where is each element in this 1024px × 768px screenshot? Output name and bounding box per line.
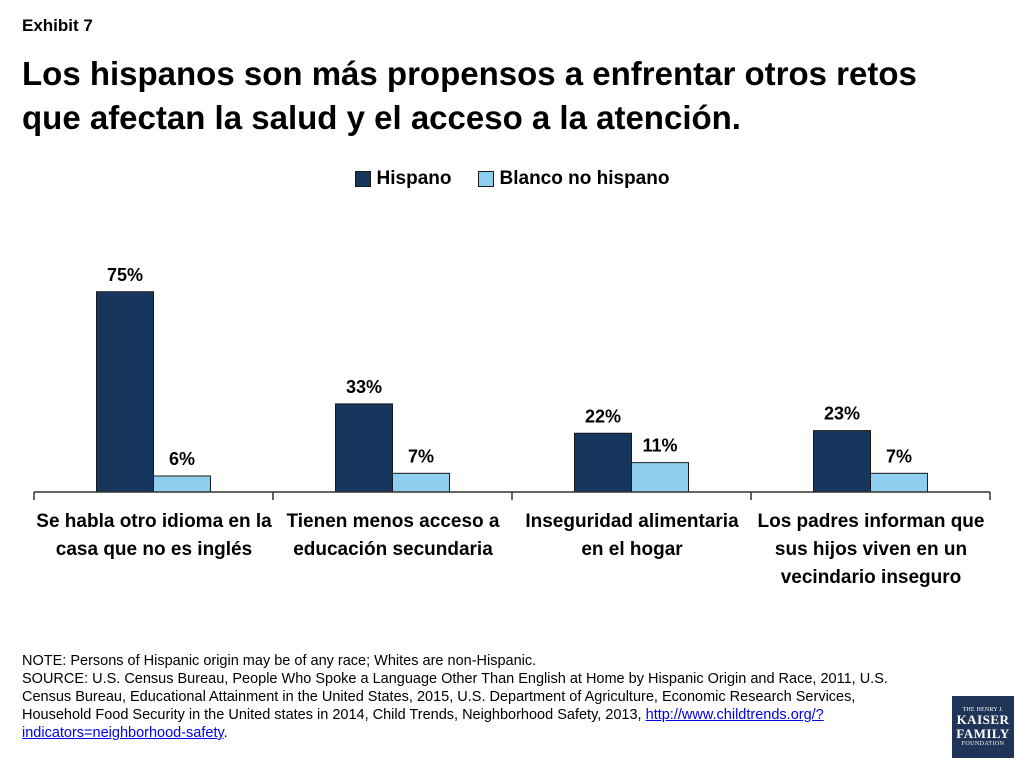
bar-chart: 75% 33% 22% 23% 6% 7% 11% 7% — [33, 265, 991, 500]
chart-title: Los hispanos son más propensos a enfrent… — [22, 55, 917, 136]
data-label-hispano-0: 75% — [107, 265, 143, 285]
logo-line-2b: FAMILY — [956, 726, 1010, 741]
legend-swatch-hispano — [354, 171, 371, 187]
data-label-hispano-3: 23% — [824, 404, 860, 424]
legend-label-blanco: Blanco no hispano — [499, 168, 670, 189]
bar-hispano-2 — [574, 432, 632, 493]
bar-blanco-3 — [870, 472, 928, 493]
bar-blanco-2 — [631, 462, 689, 493]
legend: Hispano Blanco no hispano — [0, 168, 1024, 190]
category-label-educacion: Tienen menos acceso a educación secundar… — [286, 511, 500, 560]
data-label-hispano-2: 22% — [585, 406, 621, 426]
bar-hispano-3 — [813, 430, 871, 493]
category-label-idioma: Se habla otro idioma en la casa que no e… — [36, 511, 272, 560]
kaiser-family-foundation-logo: THE HENRY J. KAISER FAMILY FOUNDATION — [952, 696, 1014, 758]
footnote-link-suffix: . — [223, 725, 228, 741]
bar-hispano-1 — [335, 403, 393, 493]
bar-blanco-0 — [153, 475, 211, 493]
legend-item-blanco: Blanco no hispano — [477, 168, 670, 190]
exhibit-label: Exhibit 7 — [22, 16, 93, 35]
bar-blanco-1 — [392, 472, 450, 493]
source-link[interactable]: http://www.childtrends.org/?indicators=n… — [22, 707, 824, 741]
bar-hispano-0 — [96, 291, 154, 493]
legend-label-hispano: Hispano — [376, 168, 452, 189]
logo-line-2a: KAISER — [956, 712, 1010, 728]
legend-swatch-blanco — [477, 171, 494, 187]
footnote-source: SOURCE: U.S. Census Bureau, People Who S… — [22, 670, 922, 742]
data-label-blanco-1: 7% — [408, 446, 434, 466]
logo-line-1: THE HENRY J. — [962, 707, 1004, 714]
footnote-note: NOTE: Persons of Hispanic origin may be … — [22, 653, 537, 669]
footnote: NOTE: Persons of Hispanic origin may be … — [22, 652, 922, 742]
data-label-blanco-2: 11% — [642, 436, 677, 456]
category-label-vecindario: Los padres informan que sus hijos viven … — [757, 511, 985, 588]
footnote-source-text: SOURCE: U.S. Census Bureau, People Who S… — [22, 671, 888, 723]
data-label-blanco-0: 6% — [169, 449, 195, 469]
logo-line-3: FOUNDATION — [961, 740, 1005, 747]
legend-item-hispano: Hispano — [354, 168, 452, 190]
data-label-blanco-3: 7% — [886, 446, 912, 466]
category-label-inseguridad: Inseguridad alimentaria en el hogar — [525, 511, 739, 560]
data-label-hispano-1: 33% — [346, 377, 382, 397]
